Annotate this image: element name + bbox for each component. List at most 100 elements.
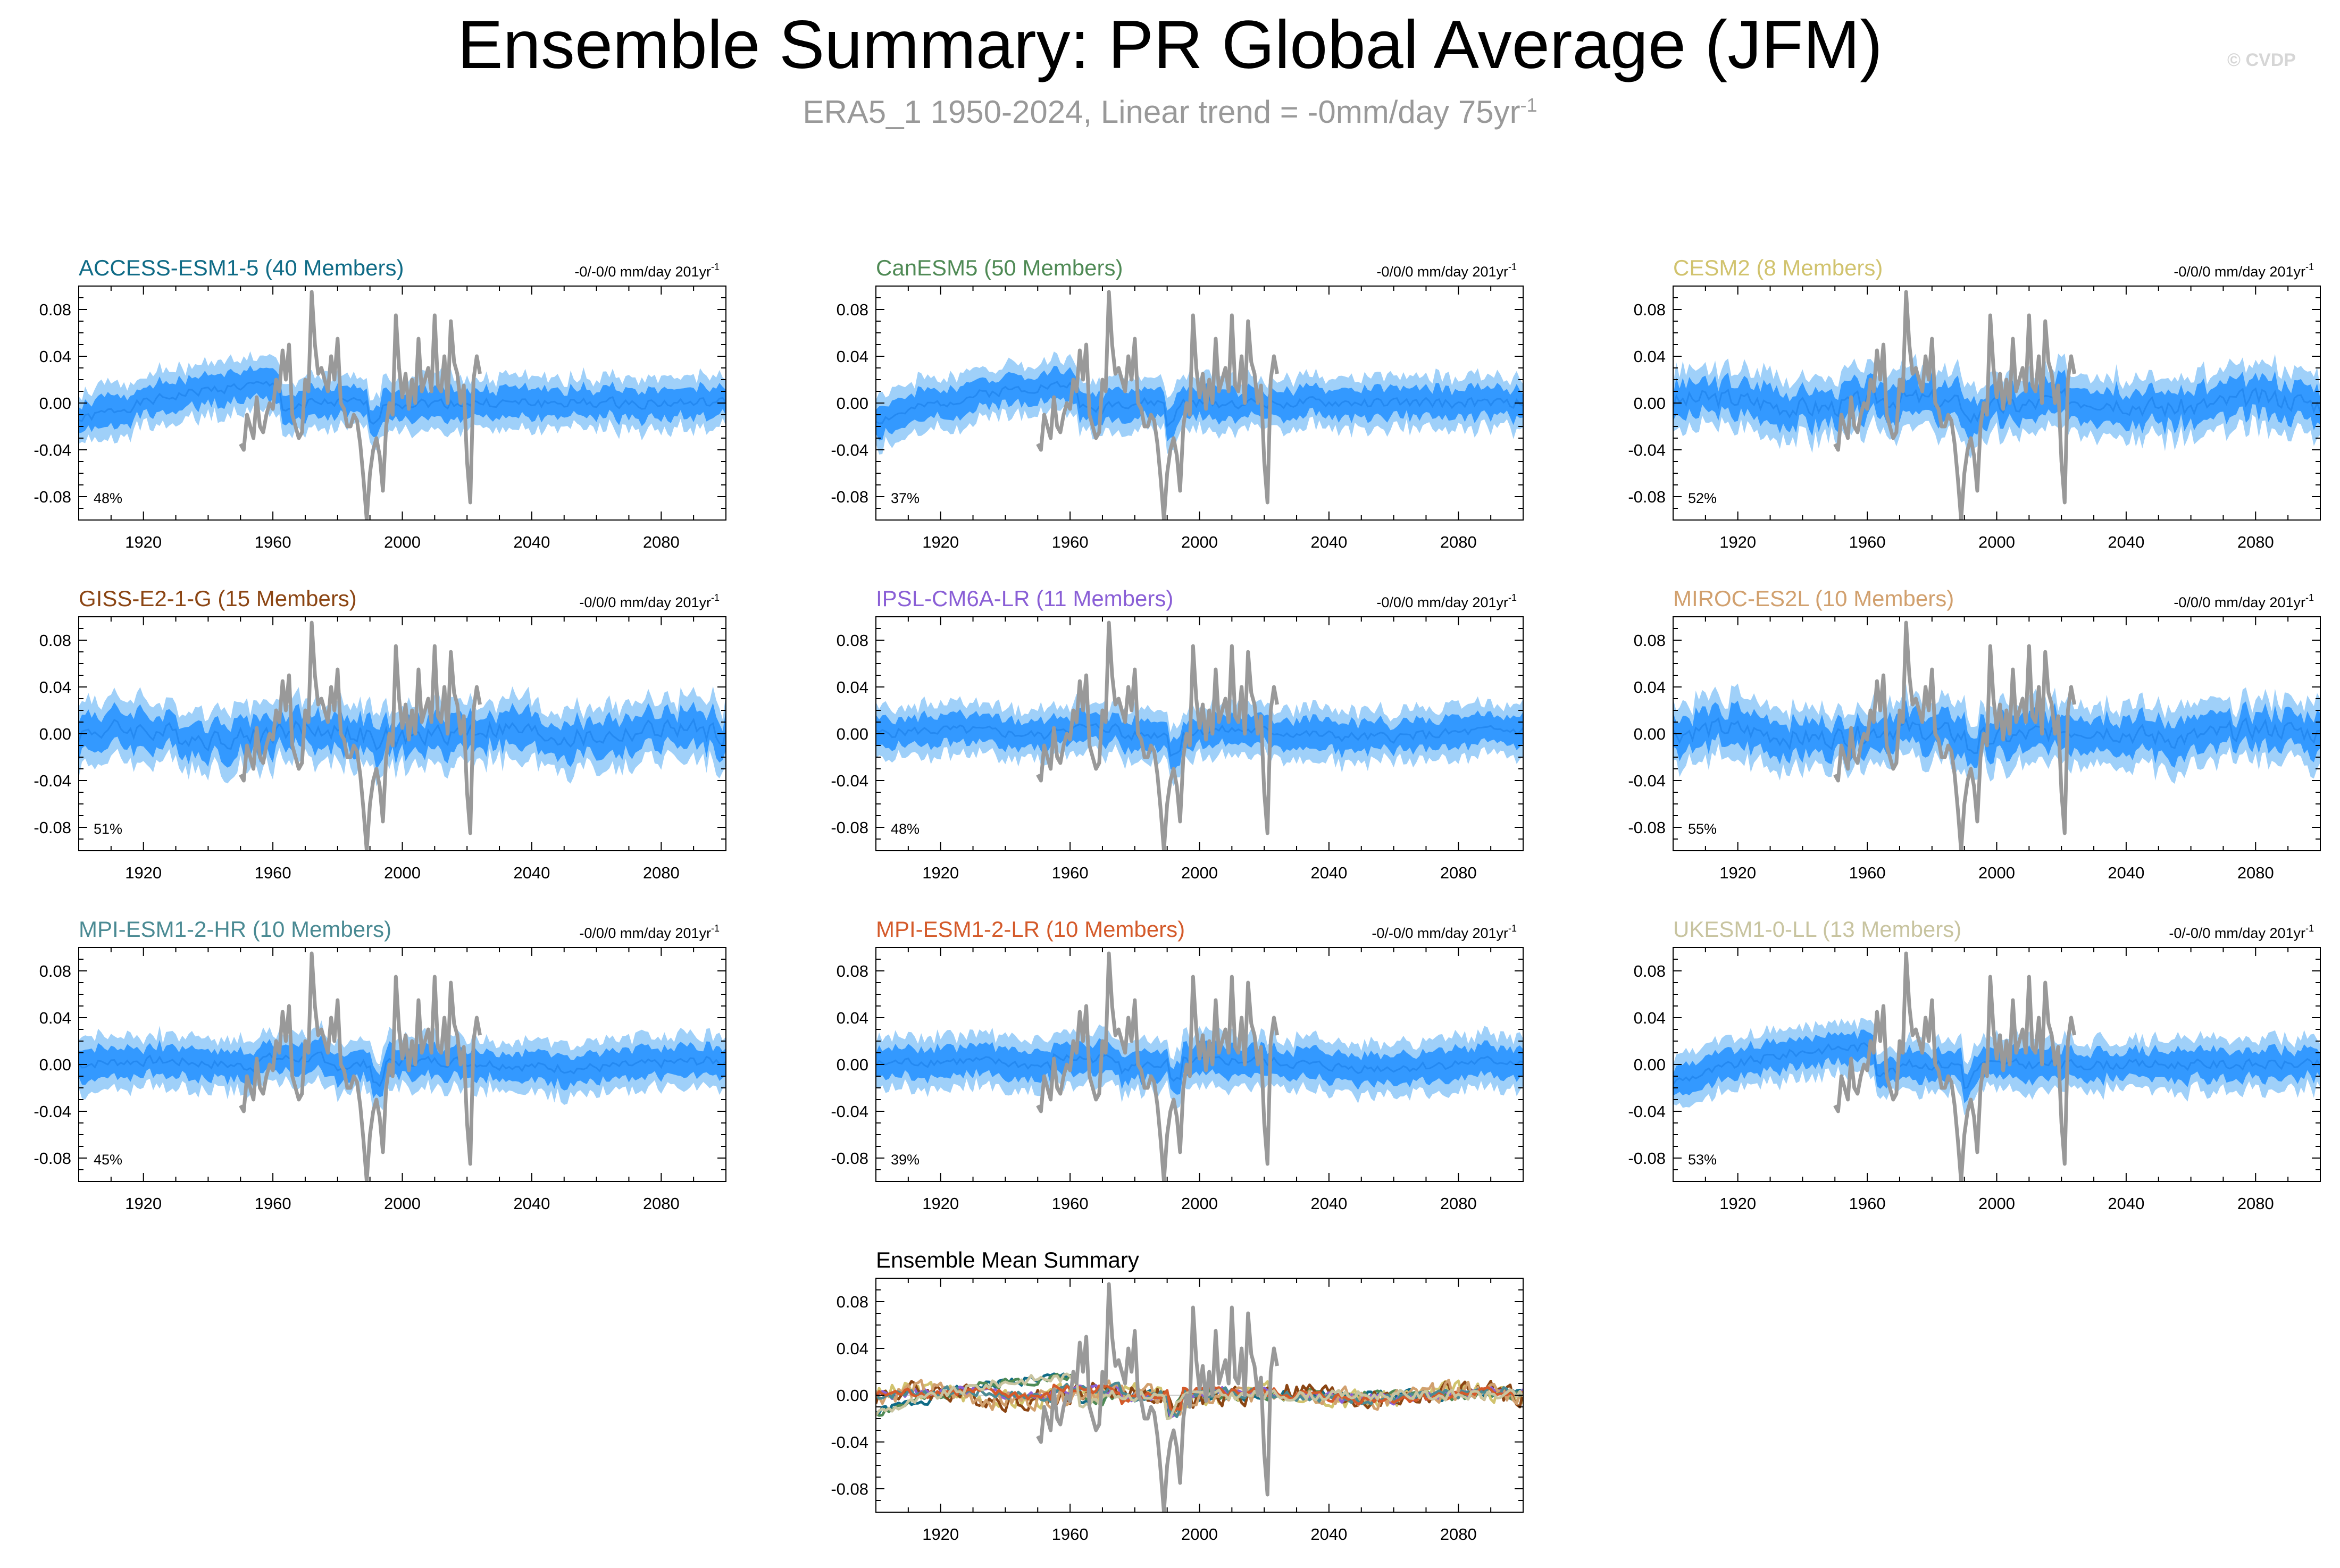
x-tick-label: 1960 [1052,1194,1089,1213]
chart-panel: 0.08 0.04 0.00 -0.04 -0.08 1920 1960 2000 2040 20… [34,917,726,1213]
y-tick-label: 0.04 [837,1009,868,1027]
chart-panel: 0.08 0.04 0.00 -0.04 -0.08 1920 1960 2000 2040 20… [34,586,726,882]
y-tick-label: -0.08 [1628,818,1666,837]
y-tick-label: 0.00 [837,725,868,743]
chart-panel: 0.08 0.04 0.00 -0.04 -0.08 1920 1960 2000 2040 20… [831,255,1524,551]
x-tick-label: 1960 [255,1194,291,1213]
y-tick-label: -0.04 [34,441,71,459]
ensemble-mean-line [1673,1042,2320,1089]
y-tick-label: -0.04 [34,1102,71,1121]
panel-percent: 48% [891,821,920,837]
panel-percent: 37% [891,490,920,506]
y-tick-label: -0.04 [831,1102,868,1121]
x-tick-label: 2040 [2108,863,2144,882]
y-tick-label: -0.04 [1628,441,1666,459]
obs-line [1036,621,1279,851]
y-tick-label: 0.04 [837,347,868,366]
obs-line [1036,951,1279,1181]
y-tick-label: -0.04 [34,772,71,790]
x-tick-label: 2000 [1181,863,1218,882]
y-tick-label: 0.08 [39,300,71,319]
panel-percent: 55% [1688,821,1717,837]
plot-area [876,951,1523,1181]
panel-trend: -0/-0/0 mm/day 201yr-1 [1372,923,1517,941]
panel-title: UKESM1-0-LL (13 Members) [1673,917,1961,942]
y-tick-label: 0.04 [837,1339,868,1358]
x-tick-label: 1960 [1052,1525,1089,1544]
plot-area [1673,290,2320,520]
x-tick-label: 2000 [1181,1194,1218,1213]
y-tick-label: 0.08 [837,1293,868,1311]
obs-line [239,951,482,1181]
chart-panel: 0.08 0.04 0.00 -0.04 -0.08 1920 1960 2000 2040 20… [831,1247,1524,1544]
y-tick-label: 0.00 [837,1386,868,1405]
ensemble-mean-line [876,381,1523,428]
x-tick-label: 2080 [2237,1194,2274,1213]
y-tick-label: 0.08 [837,962,868,980]
plot-area [876,290,1523,520]
plot-area [79,621,726,851]
x-tick-label: 2080 [643,533,680,551]
y-tick-label: 0.04 [1634,678,1666,697]
panel-title: ACCESS-ESM1-5 (40 Members) [79,255,404,280]
panel-title: CanESM5 (50 Members) [876,255,1123,280]
plot-area [79,290,726,520]
x-tick-label: 2000 [1181,1525,1218,1544]
y-tick-label: 0.04 [39,1009,71,1027]
ensemble-spread-inner [876,365,1523,442]
y-tick-label: -0.04 [1628,772,1666,790]
x-tick-label: 1960 [1052,533,1089,551]
x-tick-label: 1920 [1719,863,1756,882]
y-tick-label: 0.00 [39,1055,71,1074]
plot-area [79,951,726,1181]
ensemble-spread-inner [79,365,726,438]
y-tick-label: 0.00 [1634,394,1666,413]
ensemble-mean-line [1673,717,2320,754]
y-tick-label: 0.04 [837,678,868,697]
x-tick-label: 2080 [1440,1194,1477,1213]
subtitle-text: ERA5_1 1950-2024, Linear trend = -0mm/da… [803,94,1520,130]
y-tick-label: -0.08 [831,1149,868,1168]
panel-trend: -0/-0/0 mm/day 201yr-1 [2169,923,2314,941]
panel-percent: 48% [94,490,122,506]
x-tick-label: 2000 [384,533,421,551]
x-tick-label: 1960 [1849,533,1886,551]
y-tick-label: 0.08 [837,631,868,650]
x-tick-label: 1920 [1719,533,1756,551]
y-tick-label: 0.00 [39,394,71,413]
y-tick-label: 0.08 [1634,300,1666,319]
plot-area [876,621,1523,851]
obs-line [1833,951,2076,1181]
y-tick-label: 0.00 [837,394,868,413]
x-tick-label: 2080 [1440,1525,1477,1544]
y-tick-label: 0.08 [1634,962,1666,980]
x-tick-label: 1920 [1719,1194,1756,1213]
subtitle-exponent: -1 [1520,94,1537,116]
ensemble-spread-inner [876,1038,1523,1095]
x-tick-label: 2040 [2108,1194,2144,1213]
x-tick-label: 1960 [1849,1194,1886,1213]
panel-title: IPSL-CM6A-LR (11 Members) [876,586,1173,611]
panel-title: CESM2 (8 Members) [1673,255,1883,280]
panel-trend: -0/0/0 mm/day 201yr-1 [1376,262,1517,280]
x-tick-label: 2040 [1310,1194,1347,1213]
y-tick-label: -0.08 [34,488,71,506]
y-tick-label: 0.00 [39,725,71,743]
y-tick-label: -0.08 [34,1149,71,1168]
panel-trend: -0/0/0 mm/day 201yr-1 [2174,592,2314,610]
x-tick-label: 1920 [922,533,959,551]
x-tick-label: 1920 [922,1525,959,1544]
x-tick-label: 2080 [643,1194,680,1213]
obs-line [1833,290,2076,520]
y-tick-label: -0.08 [831,1480,868,1498]
panel-trend: -0/0/0 mm/day 201yr-1 [579,592,720,610]
x-tick-label: 2080 [2237,863,2274,882]
x-tick-label: 2000 [1978,1194,2015,1213]
obs-line [239,621,482,851]
plot-area [1673,621,2320,851]
obs-line [1036,290,1279,520]
x-tick-label: 2040 [2108,533,2144,551]
panel-trend: -0/0/0 mm/day 201yr-1 [1376,592,1517,610]
y-tick-label: -0.08 [831,818,868,837]
